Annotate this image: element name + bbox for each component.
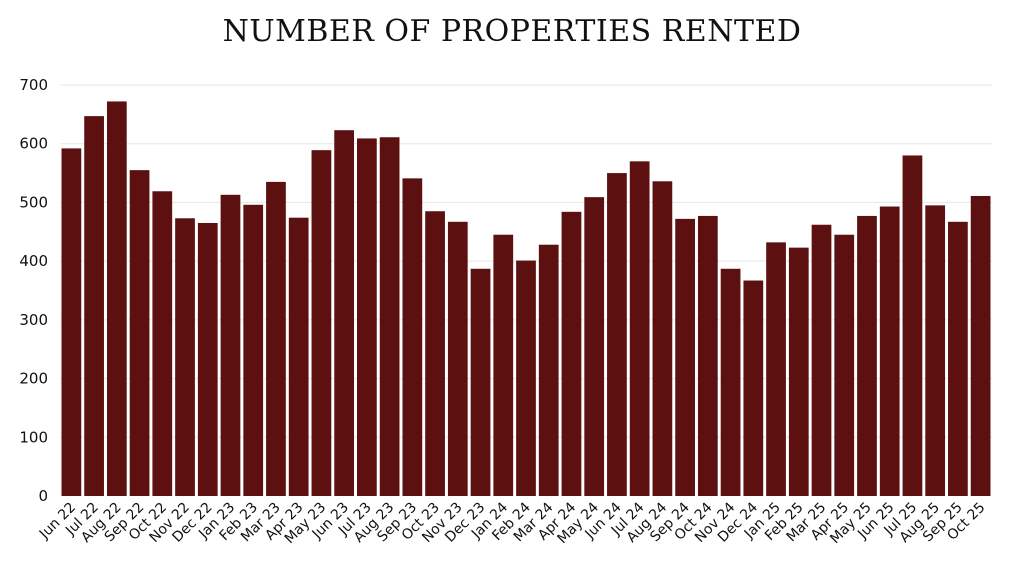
bar [447, 221, 468, 496]
bar [788, 247, 809, 496]
bar [948, 221, 968, 496]
bar [970, 195, 991, 496]
y-tick-label: 400 [19, 252, 48, 270]
y-tick-label: 300 [19, 311, 48, 329]
bar [129, 170, 150, 496]
bar [311, 150, 332, 496]
bar [743, 280, 764, 496]
y-tick-label: 100 [19, 428, 48, 446]
bar [538, 244, 559, 496]
bar [652, 181, 673, 496]
bars [61, 101, 991, 497]
bar [402, 178, 423, 496]
bar [175, 218, 195, 496]
bar [720, 268, 741, 496]
bar [470, 268, 491, 496]
bar [493, 234, 514, 496]
chart-title: NUMBER OF PROPERTIES RENTED [222, 14, 802, 49]
y-axis-ticks: 0 100 200 300 400 500 600 700 [19, 76, 48, 505]
y-tick-label: 200 [19, 370, 48, 388]
y-tick-label: 0 [38, 487, 48, 505]
bar [697, 215, 718, 496]
bar [84, 116, 104, 497]
bar [61, 148, 82, 496]
bar [379, 137, 400, 496]
bar [925, 205, 946, 496]
bar [902, 155, 923, 496]
bar [197, 222, 218, 496]
y-tick-label: 700 [19, 76, 48, 94]
bar [834, 234, 855, 496]
bar [220, 194, 241, 496]
bar [766, 242, 786, 496]
bar [106, 101, 127, 496]
bar [152, 191, 173, 496]
bar [607, 173, 627, 497]
bar [288, 217, 309, 497]
bar [243, 204, 264, 496]
bar [879, 206, 900, 496]
bar [675, 218, 695, 496]
bar [811, 224, 832, 497]
bar [857, 215, 877, 496]
y-tick-label: 500 [19, 193, 48, 211]
bar [425, 211, 445, 496]
bar [584, 197, 605, 496]
bar [266, 181, 286, 496]
bar [561, 211, 582, 496]
bar [629, 161, 650, 497]
y-tick-label: 600 [19, 135, 48, 153]
bar [334, 130, 355, 496]
bar [357, 138, 377, 496]
bar [516, 260, 536, 496]
